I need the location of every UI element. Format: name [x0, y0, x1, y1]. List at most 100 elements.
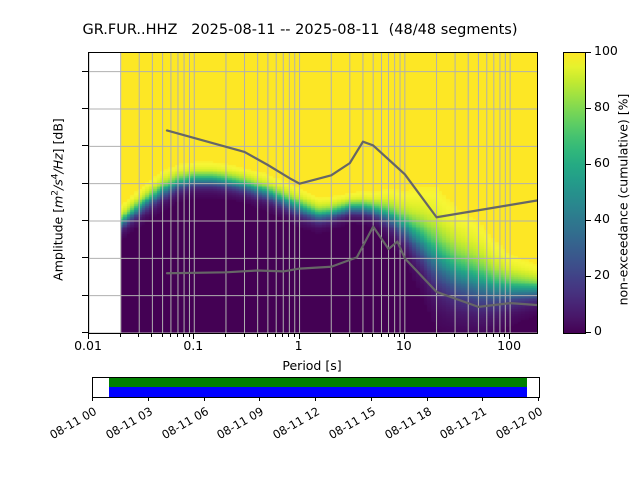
timeline-tick-label: 08-12 00	[493, 404, 545, 442]
y-axis-tick-mark	[82, 145, 88, 147]
colorbar-tick-label: 80	[594, 99, 610, 114]
x-axis-minor-tick-mark	[399, 333, 400, 337]
timeline-tick-label: 08-11 03	[103, 404, 155, 442]
x-axis-minor-tick-mark	[161, 333, 163, 337]
ppsd-plot-area	[88, 52, 538, 334]
y-axis-tick-mark	[82, 257, 88, 259]
y-axis-tick-mark	[82, 182, 88, 184]
timeline-segment-data-coverage-top	[108, 378, 528, 387]
y-axis-unit-m-exp: 2	[50, 189, 61, 196]
x-axis-label: Period [s]	[282, 358, 342, 373]
timeline-tick-label: 08-11 00	[47, 404, 99, 442]
x-axis-minor-tick-mark	[293, 333, 295, 337]
colorbar-tick-mark	[585, 52, 591, 53]
y-axis-label-prefix: Amplitude [	[50, 207, 66, 281]
x-axis-minor-tick-mark	[393, 333, 395, 337]
y-axis-unit-slash2: /	[50, 169, 66, 174]
noise-model-curves	[165, 129, 537, 308]
x-axis-minor-tick-mark	[435, 333, 437, 337]
x-axis-major-tick-mark	[509, 333, 511, 339]
colorbar-tick-label: 40	[594, 211, 610, 226]
timeline-segment-data-coverage-bottom	[108, 387, 528, 397]
x-axis-minor-tick-mark	[138, 333, 140, 337]
timeline-tick-label: 08-11 15	[326, 404, 378, 442]
timeline-tick-label: 08-11 18	[381, 404, 434, 442]
colorbar-tick-mark	[585, 164, 591, 165]
y-axis-tick-mark	[82, 70, 88, 72]
colorbar-tick-label: 100	[594, 43, 618, 58]
x-axis-tick-label: 0.01	[74, 338, 102, 353]
x-axis-minor-tick-mark	[477, 333, 479, 337]
x-axis-minor-tick-mark	[256, 333, 258, 337]
x-axis-minor-tick-mark	[275, 333, 277, 337]
x-axis-minor-tick-mark	[467, 333, 469, 337]
y-axis-unit-hz: Hz	[50, 153, 66, 170]
x-axis-minor-tick-mark	[183, 333, 185, 337]
colorbar-label: non-exceedance (cumulative) [%]	[615, 93, 631, 306]
timeline-tick-mark	[92, 397, 93, 401]
y-axis-unit-m: m	[50, 195, 66, 208]
y-axis-label-suffix: ] [dB]	[50, 118, 66, 154]
timeline-tick-mark	[426, 397, 428, 401]
y-axis-tick-mark	[82, 332, 88, 333]
y-axis-tick-mark	[82, 294, 88, 296]
y-axis-tick-mark	[82, 108, 88, 109]
x-axis-tick-label: 0.1	[183, 338, 204, 353]
x-axis-minor-tick-mark	[151, 333, 153, 337]
x-axis-minor-tick-mark	[361, 333, 363, 337]
timeline-tick-mark	[259, 397, 261, 401]
x-axis-minor-tick-mark	[266, 333, 268, 337]
timeline-tick-mark	[203, 397, 205, 401]
x-axis-minor-tick-mark	[387, 333, 389, 337]
colorbar-gradient	[564, 53, 585, 333]
y-axis-unit-s-exp: 4	[50, 173, 61, 180]
page-title: GR.FUR..HHZ 2025-08-11 -- 2025-08-11 (48…	[82, 22, 518, 38]
timeline-tick-mark	[147, 397, 149, 401]
x-axis-minor-tick-mark	[492, 333, 494, 337]
x-axis-minor-tick-mark	[348, 333, 350, 337]
x-axis-minor-tick-mark	[485, 333, 487, 337]
colorbar	[563, 52, 586, 334]
x-axis-minor-tick-mark	[454, 333, 456, 337]
colorbar-tick-mark	[585, 108, 591, 109]
x-axis-tick-label: 10	[395, 338, 412, 353]
colorbar-tick-mark	[585, 276, 591, 277]
y-axis-label: Amplitude [m2/s4/Hz] [dB]	[50, 60, 66, 340]
x-axis-tick-label: 100	[497, 338, 522, 353]
colorbar-tick-mark	[585, 332, 591, 333]
x-axis-minor-tick-mark	[177, 333, 178, 337]
x-axis-major-tick-mark	[193, 333, 195, 339]
x-axis-minor-tick-mark	[330, 333, 332, 337]
timeline-tick-mark	[315, 397, 316, 401]
timeline-tick-mark	[538, 397, 539, 401]
timeline-tick-label: 08-11 09	[214, 404, 267, 442]
ppsd-density-image	[89, 53, 537, 333]
colorbar-tick-label: 20	[594, 267, 610, 282]
x-axis-minor-tick-mark	[243, 333, 245, 337]
x-axis-tick-label: 1	[294, 338, 303, 353]
colorbar-tick-label: 0	[594, 323, 602, 338]
x-axis-minor-tick-mark	[169, 333, 171, 337]
x-axis-minor-tick-mark	[498, 333, 500, 337]
x-axis-minor-tick-mark	[225, 333, 226, 337]
x-axis-major-tick-mark	[403, 333, 405, 339]
y-axis-unit-slash1: /	[50, 185, 66, 190]
timeline-tick-label: 08-11 21	[437, 404, 490, 442]
x-axis-minor-tick-mark	[119, 333, 121, 337]
plot-gridlines	[89, 53, 537, 333]
x-axis-major-tick-mark	[298, 333, 300, 339]
timeline-tick-label: 08-11 06	[158, 404, 211, 442]
x-axis-minor-tick-mark	[380, 333, 382, 337]
colorbar-tick-label: 60	[594, 155, 610, 170]
x-axis-minor-tick-mark	[372, 333, 374, 337]
y-axis-unit-s: s	[50, 179, 66, 186]
timeline-tick-mark	[482, 397, 484, 401]
x-axis-minor-tick-mark	[288, 333, 290, 337]
x-axis-minor-tick-mark	[282, 333, 284, 337]
x-axis-minor-tick-mark	[504, 333, 506, 337]
x-axis-major-tick-mark	[88, 333, 89, 339]
y-axis-tick-mark	[82, 220, 88, 221]
timeline-tick-mark	[370, 397, 372, 401]
colorbar-tick-mark	[585, 220, 591, 221]
